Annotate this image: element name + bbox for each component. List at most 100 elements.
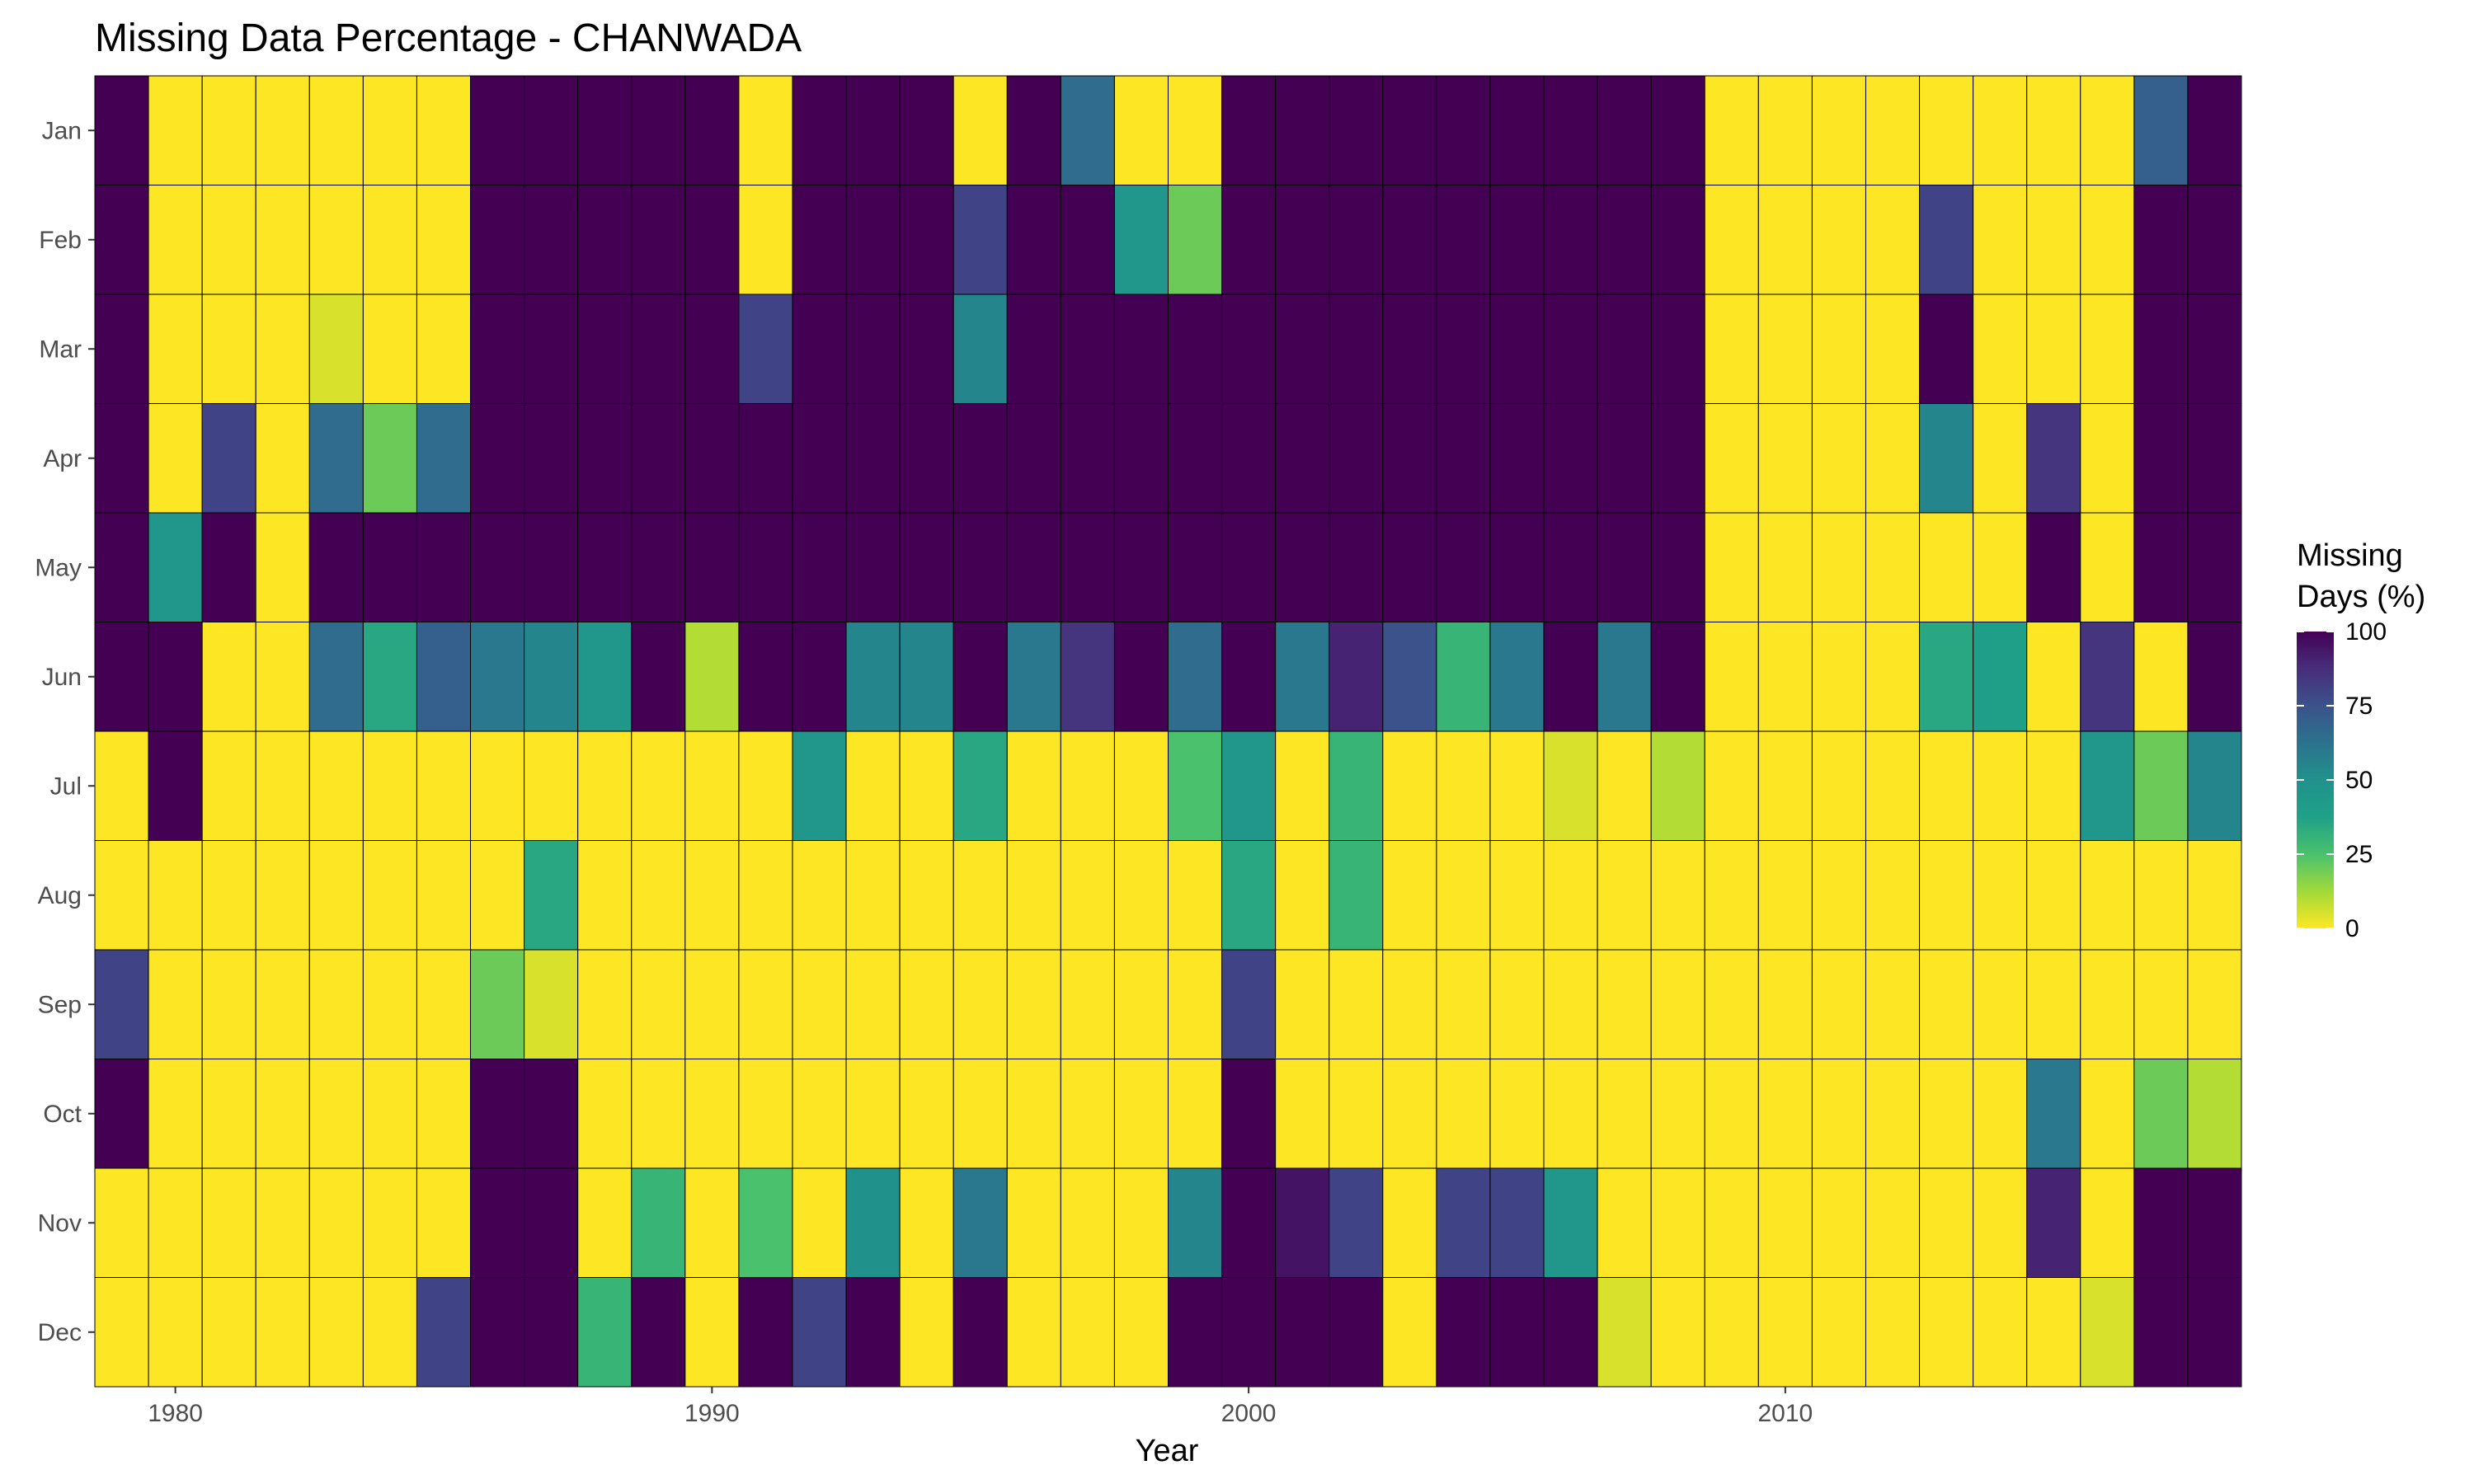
heatmap-cell-oct-2008: [1650, 1059, 1705, 1169]
heatmap-cell-jan-2018: [2187, 75, 2242, 186]
heatmap-cell-jul-1985: [416, 730, 472, 841]
x-tick-label-1980: 1980: [148, 1400, 203, 1427]
heatmap-cell-jun-2010: [1757, 622, 1813, 732]
legend-label-50: 50: [2345, 767, 2373, 794]
heatmap-cell-aug-2018: [2187, 840, 2242, 951]
heatmap-cell-feb-1996: [1006, 185, 1061, 295]
heatmap-cell-sep-2007: [1597, 949, 1652, 1059]
heatmap-cell-oct-1991: [738, 1059, 793, 1169]
heatmap-cell-apr-2008: [1650, 403, 1705, 514]
heatmap-cell-may-1981: [201, 512, 256, 622]
heatmap-cell-aug-2009: [1704, 840, 1759, 951]
heatmap-cell-jul-1993: [845, 730, 901, 841]
heatmap-cell-mar-2007: [1597, 294, 1652, 404]
heatmap-cell-mar-1982: [255, 294, 310, 404]
heatmap-cell-jun-2005: [1489, 622, 1545, 732]
heatmap-cell-nov-2015: [2026, 1167, 2081, 1278]
y-axis: Jan Feb Mar Apr May Jun Jul Aug Sep Oct Nov Dec: [35, 117, 95, 1346]
heatmap-cell-jun-2015: [2026, 622, 2081, 732]
heatmap-cell-jun-1985: [416, 622, 472, 732]
heatmap-cell-jul-1988: [577, 730, 633, 841]
heatmap-cell-sep-2013: [1919, 949, 1974, 1059]
heatmap-cell-aug-2011: [1811, 840, 1866, 951]
heatmap-cell-jun-2017: [2133, 622, 2189, 732]
y-tick-label-apr: Apr: [43, 445, 82, 472]
heatmap-cell-sep-1990: [684, 949, 740, 1059]
legend-label-25: 25: [2345, 841, 2373, 868]
heatmap-cell-jul-2001: [1275, 730, 1330, 841]
heatmap-cell-may-2016: [2080, 512, 2135, 622]
heatmap-cell-jun-2014: [1973, 622, 2028, 732]
heatmap-cell-jun-2000: [1221, 622, 1277, 732]
heatmap-cell-feb-1987: [524, 185, 579, 295]
heatmap-cell-oct-1988: [577, 1059, 633, 1169]
heatmap-cell-aug-1982: [255, 840, 310, 951]
heatmap-cell-apr-1979: [94, 403, 149, 514]
heatmap-cell-feb-1997: [1060, 185, 1115, 295]
heatmap-cell-jun-1997: [1060, 622, 1115, 732]
heatmap-cell-nov-2018: [2187, 1167, 2242, 1278]
heatmap-cell-dec-1991: [738, 1277, 793, 1388]
heatmap-cell-jul-2017: [2133, 730, 2189, 841]
heatmap-cell-jan-1981: [201, 75, 256, 186]
heatmap-cell-jan-1993: [845, 75, 901, 186]
heatmap-cell-apr-1986: [470, 403, 525, 514]
heatmap-cell-mar-2004: [1436, 294, 1491, 404]
heatmap-cell-mar-1992: [792, 294, 847, 404]
heatmap-cell-jun-1987: [524, 622, 579, 732]
heatmap-cell-nov-2005: [1489, 1167, 1545, 1278]
heatmap-cell-apr-2003: [1382, 403, 1437, 514]
heatmap-cell-oct-1992: [792, 1059, 847, 1169]
heatmap-cell-dec-1987: [524, 1277, 579, 1388]
heatmap-cell-sep-1980: [148, 949, 203, 1059]
heatmap-cell-apr-1999: [1168, 403, 1223, 514]
heatmap-cell-feb-2014: [1973, 185, 2028, 295]
heatmap-cell-oct-1998: [1113, 1059, 1169, 1169]
heatmap-cell-nov-1986: [470, 1167, 525, 1278]
heatmap-cell-dec-1979: [94, 1277, 149, 1388]
heatmap-cell-may-2004: [1436, 512, 1491, 622]
heatmap-cell-sep-2011: [1811, 949, 1866, 1059]
heatmap-cell-feb-2013: [1919, 185, 1974, 295]
heatmap-cell-jan-2007: [1597, 75, 1652, 186]
heatmap-cell-sep-2010: [1757, 949, 1813, 1059]
heatmap-cell-may-1992: [792, 512, 847, 622]
y-tick-label-jul: Jul: [50, 773, 82, 800]
heatmap-cell-jan-2001: [1275, 75, 1330, 186]
heatmap-cell-feb-2010: [1757, 185, 1813, 295]
heatmap-cell-may-2001: [1275, 512, 1330, 622]
heatmap-cell-oct-2002: [1329, 1059, 1384, 1169]
heatmap-cell-jan-2005: [1489, 75, 1545, 186]
heatmap-cell-nov-1997: [1060, 1167, 1115, 1278]
heatmap-cell-aug-1991: [738, 840, 793, 951]
heatmap-cell-jan-1997: [1060, 75, 1115, 186]
heatmap-cell-aug-2003: [1382, 840, 1437, 951]
heatmap-cell-oct-1987: [524, 1059, 579, 1169]
heatmap-cell-jun-1979: [94, 622, 149, 732]
heatmap-cell-oct-1983: [308, 1059, 364, 1169]
heatmap-cell-mar-1988: [577, 294, 633, 404]
heatmap-cell-jun-2001: [1275, 622, 1330, 732]
heatmap-cell-jan-2012: [1865, 75, 1921, 186]
heatmap-cell-mar-2018: [2187, 294, 2242, 404]
heatmap-cell-dec-2005: [1489, 1277, 1545, 1388]
heatmap-cell-aug-1979: [94, 840, 149, 951]
heatmap-cell-apr-2006: [1543, 403, 1598, 514]
heatmap-cell-feb-2007: [1597, 185, 1652, 295]
heatmap-cell-apr-1985: [416, 403, 472, 514]
heatmap-cell-dec-2007: [1597, 1277, 1652, 1388]
heatmap-cell-aug-1993: [845, 840, 901, 951]
heatmap-cell-may-1997: [1060, 512, 1115, 622]
heatmap-cell-may-2006: [1543, 512, 1598, 622]
heatmap-cell-aug-1990: [684, 840, 740, 951]
heatmap-cell-dec-1992: [792, 1277, 847, 1388]
heatmap-cell-jun-2016: [2080, 622, 2135, 732]
heatmap-cell-jan-2017: [2133, 75, 2189, 186]
heatmap-cell-apr-2000: [1221, 403, 1277, 514]
heatmap-cell-feb-2000: [1221, 185, 1277, 295]
heatmap-cell-mar-2000: [1221, 294, 1277, 404]
heatmap-cell-aug-1987: [524, 840, 579, 951]
heatmap-cell-mar-1986: [470, 294, 525, 404]
heatmap-cell-jul-2012: [1865, 730, 1921, 841]
heatmap-cell-sep-2015: [2026, 949, 2081, 1059]
